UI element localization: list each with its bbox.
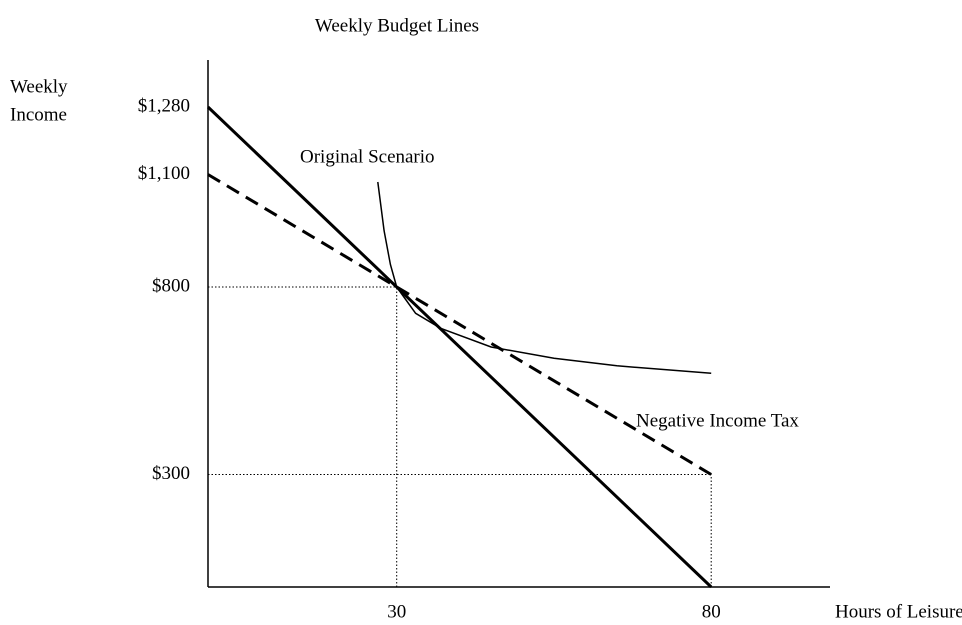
series-label: Negative Income Tax: [636, 410, 799, 431]
series-label: Original Scenario: [300, 146, 435, 167]
series-line: [377, 181, 712, 375]
y-tick-label: $800: [152, 275, 190, 296]
chart-title: Weekly Budget Lines: [315, 15, 479, 36]
y-axis-label: Income: [10, 104, 67, 125]
series-line: [207, 173, 712, 476]
y-tick-label: $300: [152, 463, 190, 484]
x-axis-label: Hours of Leisure: [835, 601, 962, 622]
y-axis-label: Weekly: [10, 76, 68, 97]
series-line: [206, 105, 713, 589]
y-tick-label: $1,280: [138, 95, 190, 116]
x-tick-label: 80: [702, 601, 721, 622]
y-tick-label: $1,100: [138, 163, 190, 184]
x-tick-label: 30: [387, 601, 406, 622]
